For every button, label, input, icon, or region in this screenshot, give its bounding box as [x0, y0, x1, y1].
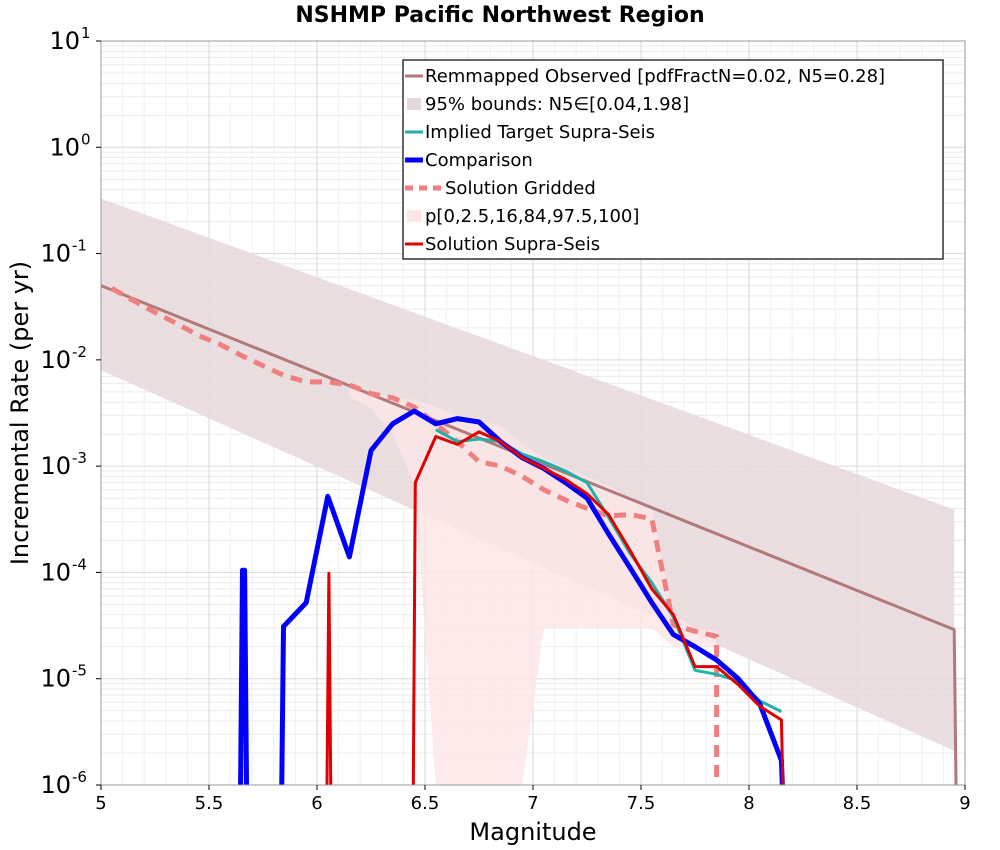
chart-title: NSHMP Pacific Northwest Region [295, 3, 704, 28]
series-solution-line [325, 430, 785, 785]
x-tick-label: 5 [95, 793, 106, 814]
y-tick-label-exponent: -4 [72, 555, 87, 573]
x-axis-ticks: 5 5.5 6 6.5 7 7.5 8 8.5 9 [95, 785, 971, 814]
legend-entry-label: Implied Target Supra-Seis [425, 122, 655, 143]
legend-swatch [407, 98, 421, 110]
legend-entry-label: Solution Supra-Seis [425, 234, 600, 255]
data-series [101, 284, 958, 785]
y-tick-label-base: 10 [40, 771, 71, 799]
y-tick-label-base: 10 [49, 27, 80, 55]
legend-swatch [407, 210, 421, 222]
y-tick-label-base: 10 [40, 558, 71, 586]
y-tick-label-exponent: -5 [72, 662, 87, 680]
y-tick-label-exponent: -3 [72, 449, 87, 467]
y-tick-label-base: 10 [49, 133, 80, 161]
bounds-bands [101, 198, 955, 785]
legend-box [402, 59, 944, 260]
legend-entry-label: Comparison [425, 150, 533, 171]
x-axis-label: Magnitude [469, 818, 596, 846]
legend-entry-label: 95% bounds: N5∈[0.04,1.98] [425, 94, 689, 115]
y-tick-label-base: 10 [40, 346, 71, 374]
y-axis-label: Incremental Rate (per yr) [6, 261, 34, 565]
series-remmapped-line [101, 284, 958, 785]
y-tick-label-base: 10 [40, 665, 71, 693]
legend: Remmapped Observed [pdfFractN=0.02, N5=0… [402, 59, 944, 260]
x-tick-label: 7 [527, 793, 538, 814]
y-tick-label-base: 10 [40, 452, 71, 480]
x-tick-label: 8.5 [843, 793, 872, 814]
x-tick-label: 5.5 [195, 793, 224, 814]
band-p0251684975100 [349, 387, 717, 785]
x-tick-label: 6.5 [411, 793, 440, 814]
legend-entry-label: Solution Gridded [445, 178, 596, 199]
series-comparison-line [238, 408, 785, 785]
y-tick-label-exponent: 0 [81, 130, 91, 148]
x-tick-label: 7.5 [627, 793, 656, 814]
x-tick-label: 9 [959, 793, 970, 814]
y-tick-label-exponent: -1 [72, 237, 87, 255]
x-tick-label: 6 [311, 793, 322, 814]
y-tick-label-exponent: 1 [81, 24, 91, 42]
y-tick-label-exponent: -2 [72, 343, 87, 361]
legend-entry-label: Remmapped Observed [pdfFractN=0.02, N5=0… [425, 66, 885, 87]
legend-entry-label: p[0,2.5,16,84,97.5,100] [425, 206, 639, 227]
x-tick-label: 8 [743, 793, 754, 814]
y-tick-label-exponent: -6 [72, 768, 87, 786]
y-tick-label-base: 10 [40, 240, 71, 268]
